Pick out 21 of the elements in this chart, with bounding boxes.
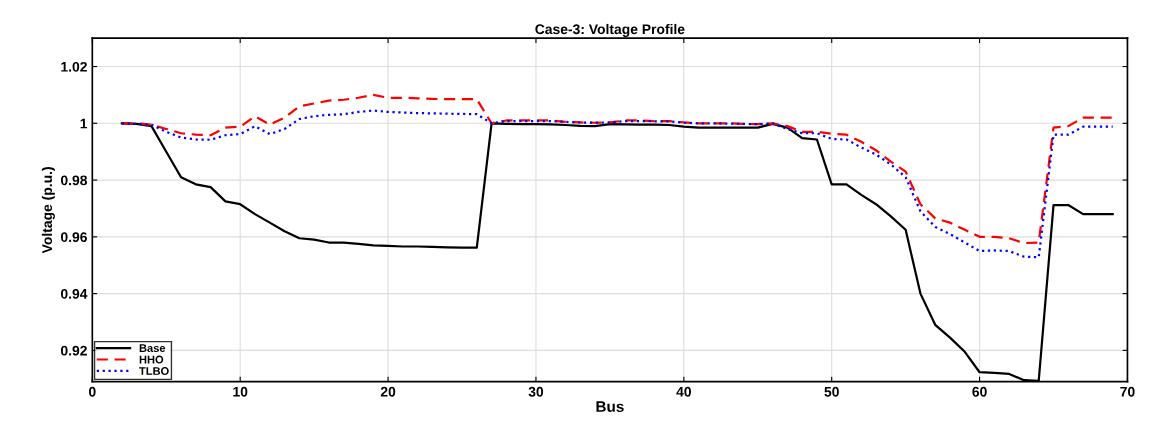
x-tick-label: 70 (1120, 386, 1135, 397)
legend-label: TLBO (139, 367, 169, 375)
line-series (120, 109, 1114, 259)
x-tick-label: 50 (824, 386, 839, 397)
y-tick-label: 1.02 (61, 61, 87, 72)
x-tick-label: 40 (676, 386, 691, 397)
y-axis-title: Voltage (p.u.) (41, 167, 55, 254)
chart-title: Case-3: Voltage Profile (535, 23, 685, 37)
x-tick-label: 10 (233, 386, 248, 397)
x-axis-title: Bus (596, 401, 624, 413)
x-tick-label: 60 (972, 386, 987, 397)
x-tick-label: 0 (89, 386, 96, 397)
y-tick-label: 0.94 (60, 288, 88, 299)
legend-label: HHO (139, 355, 164, 364)
y-tick-label: 1 (80, 118, 88, 129)
legend-label: Base (139, 344, 166, 353)
y-tick-label: 0.96 (60, 232, 87, 243)
y-tick-label: 0.98 (60, 175, 88, 186)
x-tick-label: 20 (380, 386, 396, 397)
y-tick-label: 0.92 (60, 345, 87, 356)
x-tick-label: 30 (528, 386, 544, 397)
